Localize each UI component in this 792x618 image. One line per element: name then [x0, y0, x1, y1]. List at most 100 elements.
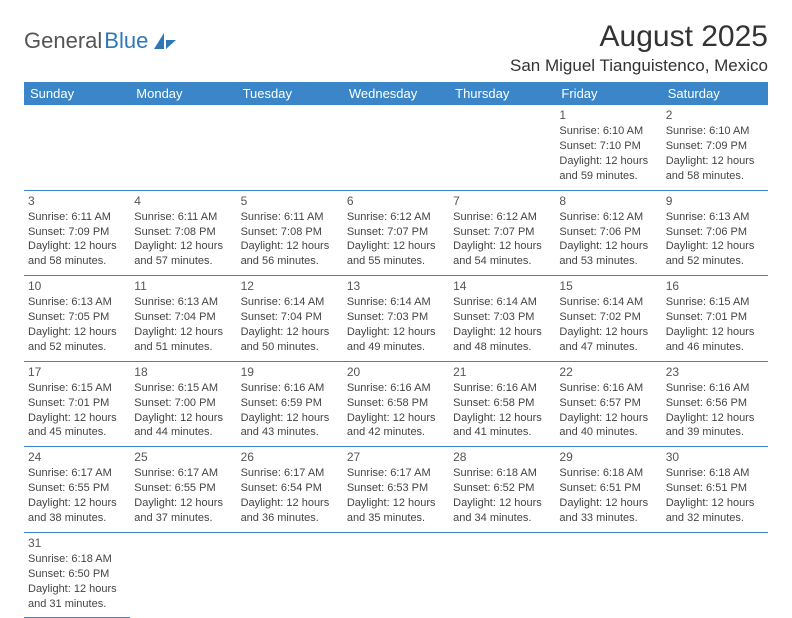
day-detail: Daylight: 12 hours [134, 325, 232, 340]
day-detail: Daylight: 12 hours [453, 239, 551, 254]
day-detail: Sunrise: 6:14 AM [453, 295, 551, 310]
day-detail: and 42 minutes. [347, 425, 445, 440]
day-detail: and 41 minutes. [453, 425, 551, 440]
day-detail: Sunset: 7:01 PM [28, 396, 126, 411]
day-detail: Daylight: 12 hours [241, 325, 339, 340]
day-detail: Sunrise: 6:16 AM [666, 381, 764, 396]
day-detail: Daylight: 12 hours [28, 239, 126, 254]
weekday-header: Thursday [449, 82, 555, 105]
calendar-cell: 1Sunrise: 6:10 AMSunset: 7:10 PMDaylight… [555, 105, 661, 190]
calendar-row: 24Sunrise: 6:17 AMSunset: 6:55 PMDayligh… [24, 447, 768, 533]
day-detail: Sunset: 6:57 PM [559, 396, 657, 411]
day-detail: Sunrise: 6:12 AM [559, 210, 657, 225]
day-detail: Sunrise: 6:10 AM [559, 124, 657, 139]
day-detail: Daylight: 12 hours [453, 496, 551, 511]
day-detail: and 38 minutes. [28, 511, 126, 526]
day-detail: Sunrise: 6:16 AM [347, 381, 445, 396]
day-detail: Sunset: 6:59 PM [241, 396, 339, 411]
day-detail: Sunset: 7:08 PM [241, 225, 339, 240]
day-detail: Sunrise: 6:15 AM [666, 295, 764, 310]
day-detail: Sunrise: 6:13 AM [28, 295, 126, 310]
day-number: 31 [28, 535, 126, 551]
calendar-row: 31Sunrise: 6:18 AMSunset: 6:50 PMDayligh… [24, 532, 768, 618]
day-detail: Sunrise: 6:12 AM [453, 210, 551, 225]
weekday-header: Monday [130, 82, 236, 105]
calendar-cell: 24Sunrise: 6:17 AMSunset: 6:55 PMDayligh… [24, 447, 130, 533]
day-detail: Sunrise: 6:10 AM [666, 124, 764, 139]
day-number: 27 [347, 449, 445, 465]
day-detail: Daylight: 12 hours [453, 325, 551, 340]
header: GeneralBlue August 2025 San Miguel Tiang… [24, 20, 768, 76]
day-detail: Sunset: 7:04 PM [134, 310, 232, 325]
day-detail: Sunset: 6:58 PM [347, 396, 445, 411]
calendar-cell [449, 105, 555, 190]
calendar-cell: 8Sunrise: 6:12 AMSunset: 7:06 PMDaylight… [555, 190, 661, 276]
day-detail: Sunset: 6:51 PM [666, 481, 764, 496]
day-detail: and 32 minutes. [666, 511, 764, 526]
day-detail: Sunrise: 6:18 AM [28, 552, 126, 567]
day-number: 20 [347, 364, 445, 380]
calendar-row: 3Sunrise: 6:11 AMSunset: 7:09 PMDaylight… [24, 190, 768, 276]
brand-blue: Blue [104, 28, 148, 54]
calendar-cell: 29Sunrise: 6:18 AMSunset: 6:51 PMDayligh… [555, 447, 661, 533]
day-detail: Sunrise: 6:14 AM [559, 295, 657, 310]
day-detail: and 52 minutes. [28, 340, 126, 355]
calendar-cell: 16Sunrise: 6:15 AMSunset: 7:01 PMDayligh… [662, 276, 768, 362]
day-detail: Sunrise: 6:15 AM [28, 381, 126, 396]
day-number: 29 [559, 449, 657, 465]
calendar-cell: 5Sunrise: 6:11 AMSunset: 7:08 PMDaylight… [237, 190, 343, 276]
weekday-header: Wednesday [343, 82, 449, 105]
day-number: 4 [134, 193, 232, 209]
day-detail: Sunset: 7:06 PM [559, 225, 657, 240]
calendar-body: 1Sunrise: 6:10 AMSunset: 7:10 PMDaylight… [24, 105, 768, 618]
calendar-cell: 28Sunrise: 6:18 AMSunset: 6:52 PMDayligh… [449, 447, 555, 533]
day-detail: Daylight: 12 hours [28, 496, 126, 511]
day-number: 16 [666, 278, 764, 294]
day-detail: Sunrise: 6:14 AM [347, 295, 445, 310]
day-detail: Sunrise: 6:18 AM [666, 466, 764, 481]
day-detail: Sunrise: 6:14 AM [241, 295, 339, 310]
day-number: 24 [28, 449, 126, 465]
month-title: August 2025 [510, 20, 768, 54]
day-detail: Daylight: 12 hours [559, 154, 657, 169]
day-detail: Daylight: 12 hours [453, 411, 551, 426]
location: San Miguel Tianguistenco, Mexico [510, 56, 768, 76]
title-block: August 2025 San Miguel Tianguistenco, Me… [510, 20, 768, 76]
day-detail: Daylight: 12 hours [28, 325, 126, 340]
day-detail: Sunset: 7:06 PM [666, 225, 764, 240]
day-number: 12 [241, 278, 339, 294]
day-detail: Sunrise: 6:17 AM [28, 466, 126, 481]
day-detail: Sunrise: 6:11 AM [134, 210, 232, 225]
day-number: 30 [666, 449, 764, 465]
day-detail: Daylight: 12 hours [347, 411, 445, 426]
calendar-cell: 22Sunrise: 6:16 AMSunset: 6:57 PMDayligh… [555, 361, 661, 447]
day-detail: Sunrise: 6:17 AM [241, 466, 339, 481]
day-detail: Sunrise: 6:12 AM [347, 210, 445, 225]
day-detail: Daylight: 12 hours [241, 411, 339, 426]
calendar-cell [662, 532, 768, 618]
day-number: 9 [666, 193, 764, 209]
day-number: 19 [241, 364, 339, 380]
calendar-cell: 12Sunrise: 6:14 AMSunset: 7:04 PMDayligh… [237, 276, 343, 362]
day-detail: Daylight: 12 hours [347, 239, 445, 254]
day-number: 3 [28, 193, 126, 209]
day-detail: Sunset: 6:53 PM [347, 481, 445, 496]
brand-general: General [24, 28, 102, 54]
day-number: 8 [559, 193, 657, 209]
calendar-cell [343, 532, 449, 618]
day-detail: Daylight: 12 hours [134, 239, 232, 254]
day-number: 28 [453, 449, 551, 465]
calendar-cell: 21Sunrise: 6:16 AMSunset: 6:58 PMDayligh… [449, 361, 555, 447]
day-detail: Daylight: 12 hours [666, 154, 764, 169]
calendar-cell [555, 532, 661, 618]
sail-icon [152, 31, 178, 51]
day-detail: Sunset: 7:03 PM [347, 310, 445, 325]
day-detail: and 37 minutes. [134, 511, 232, 526]
day-detail: and 35 minutes. [347, 511, 445, 526]
day-detail: and 36 minutes. [241, 511, 339, 526]
day-number: 1 [559, 107, 657, 123]
day-detail: Sunrise: 6:13 AM [134, 295, 232, 310]
day-detail: Daylight: 12 hours [241, 239, 339, 254]
day-detail: and 54 minutes. [453, 254, 551, 269]
day-detail: Daylight: 12 hours [28, 411, 126, 426]
